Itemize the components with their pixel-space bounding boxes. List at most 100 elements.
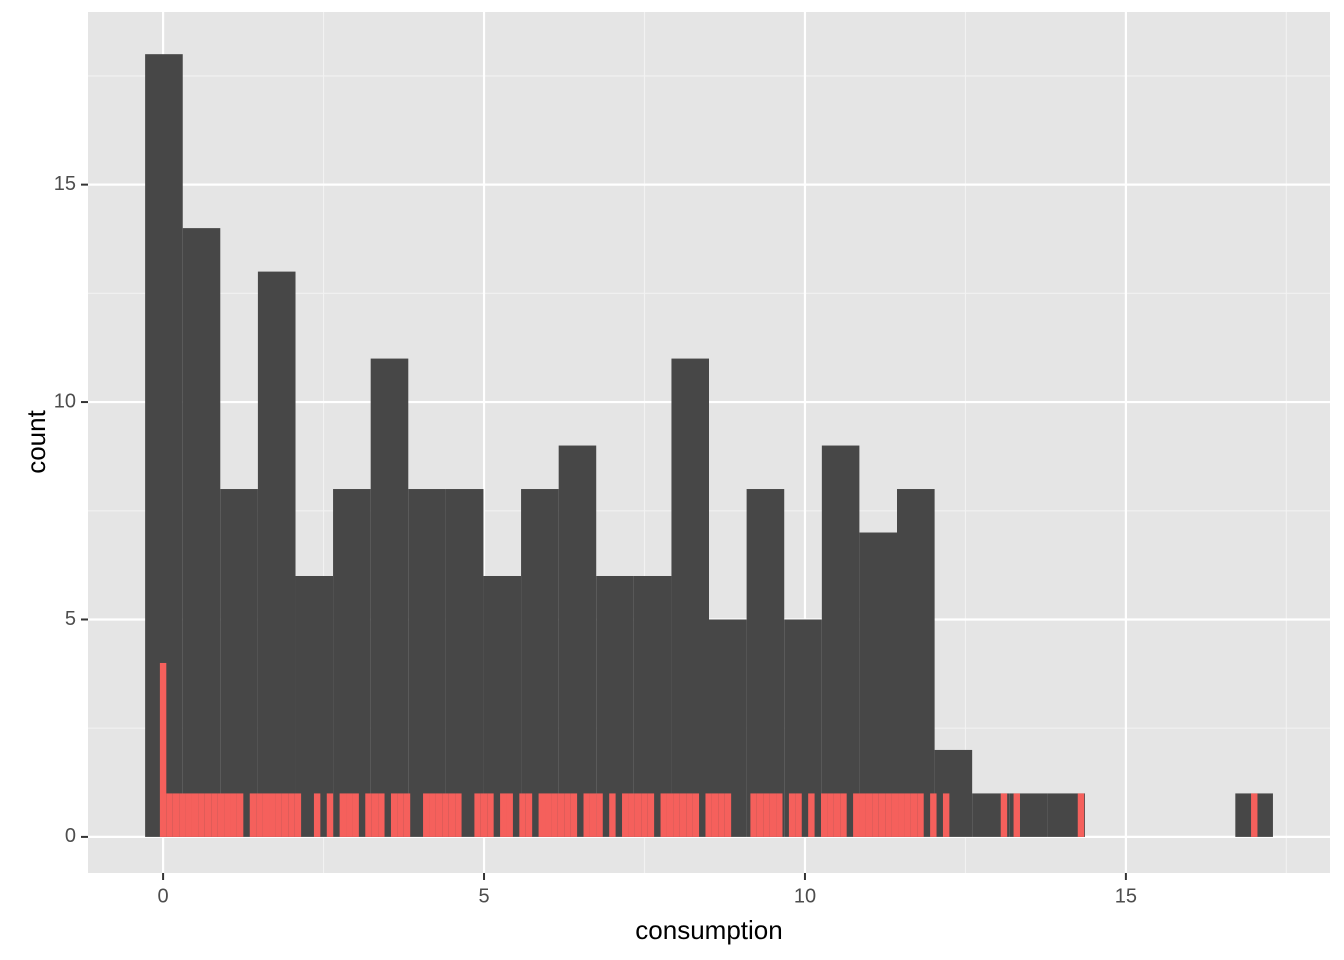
histogram-bar <box>821 445 860 837</box>
histogram-bar <box>519 793 526 837</box>
histogram-bar <box>288 793 295 837</box>
x-tick-label: 0 <box>158 885 169 907</box>
histogram-bar <box>628 793 635 837</box>
histogram-bar <box>558 445 597 837</box>
histogram-bar <box>159 662 167 837</box>
histogram-bar <box>269 793 276 837</box>
histogram-bar <box>191 793 199 837</box>
histogram-bar <box>179 793 186 837</box>
x-tick-label: 5 <box>478 885 489 907</box>
histogram-bar <box>596 793 603 837</box>
histogram-bar <box>313 793 321 837</box>
y-tick-label: 5 <box>65 608 76 630</box>
histogram-bar <box>673 793 680 837</box>
histogram-bar <box>917 793 924 837</box>
histogram-bar <box>326 793 334 837</box>
histogram-bar <box>679 793 687 837</box>
histogram-bar <box>429 793 436 837</box>
histogram-bar <box>445 489 484 837</box>
histogram-bar <box>583 793 590 837</box>
histogram-bar <box>692 793 700 837</box>
histogram-bar <box>750 793 757 837</box>
histogram-bar <box>705 793 712 837</box>
histogram-bar <box>275 793 282 837</box>
histogram-bar <box>500 793 507 837</box>
histogram-bar <box>769 793 777 837</box>
histogram-bar <box>746 489 785 837</box>
histogram-bar <box>339 793 347 837</box>
histogram-bar <box>1013 793 1020 837</box>
histogram-bar <box>352 793 359 837</box>
histogram-bar <box>525 793 533 837</box>
histogram-bar <box>724 793 732 837</box>
histogram-bar <box>897 489 935 837</box>
histogram-bar <box>564 793 571 837</box>
histogram-bar <box>930 793 937 837</box>
y-axis-title: count <box>21 409 51 473</box>
histogram-bar <box>711 793 719 837</box>
histogram-bar <box>455 793 462 837</box>
histogram-bar <box>878 793 886 837</box>
histogram-bar <box>448 793 456 837</box>
histogram-bar <box>371 793 379 837</box>
histogram-bar <box>408 489 446 837</box>
histogram-bar <box>910 793 918 837</box>
histogram-bar <box>589 793 597 837</box>
histogram-bar <box>474 793 481 837</box>
histogram-bar <box>718 793 725 837</box>
histogram-bar <box>821 793 828 837</box>
histogram-bar <box>217 793 225 837</box>
histogram-bar <box>185 793 192 837</box>
histogram-bar <box>891 793 899 837</box>
histogram-bar <box>904 793 911 837</box>
histogram-bar <box>853 793 860 837</box>
histogram-bar <box>506 793 513 837</box>
histogram-bar <box>256 793 263 837</box>
histogram-bar <box>281 793 289 837</box>
y-tick-label: 10 <box>54 390 76 412</box>
histogram-bar <box>365 793 372 837</box>
histogram-bar <box>859 532 898 837</box>
histogram-bar <box>204 793 212 837</box>
histogram-bar <box>249 793 257 837</box>
histogram-bar <box>840 793 847 837</box>
histogram-bar <box>788 793 796 837</box>
histogram-bar <box>262 793 270 837</box>
histogram-bar <box>224 793 231 837</box>
histogram-bar <box>634 793 642 837</box>
histogram-bar <box>763 793 770 837</box>
bars <box>145 54 1273 837</box>
histogram-bar <box>1000 793 1008 837</box>
histogram-bar <box>397 793 404 837</box>
histogram-bar <box>622 793 629 837</box>
histogram-bar <box>538 793 546 837</box>
histogram-bar <box>220 489 258 837</box>
histogram-bar <box>435 793 443 837</box>
histogram-bar <box>609 793 616 837</box>
histogram-bar <box>294 793 302 837</box>
x-tick-label: 10 <box>794 885 816 907</box>
histogram-bar <box>257 271 296 837</box>
y-tick-label: 15 <box>54 173 76 195</box>
histogram-bar <box>898 793 905 837</box>
histogram-bar <box>942 793 950 837</box>
histogram-bar <box>686 793 693 837</box>
histogram-bar <box>423 793 430 837</box>
histogram-bar <box>172 793 180 837</box>
histogram-bar <box>1251 793 1258 837</box>
histogram-bar <box>487 793 494 837</box>
histogram-bar <box>333 489 371 837</box>
histogram-bar <box>198 793 205 837</box>
histogram-bar <box>859 793 866 837</box>
histogram-bar <box>442 793 449 837</box>
histogram-bar <box>211 793 218 837</box>
histogram-bar <box>885 793 892 837</box>
histogram-bar <box>776 793 783 837</box>
histogram-bar <box>827 793 834 837</box>
histogram-bar <box>521 489 559 837</box>
histogram-bar <box>346 793 353 837</box>
histogram-bar <box>236 793 244 837</box>
histogram-bar <box>551 793 558 837</box>
histogram-bar <box>647 793 655 837</box>
